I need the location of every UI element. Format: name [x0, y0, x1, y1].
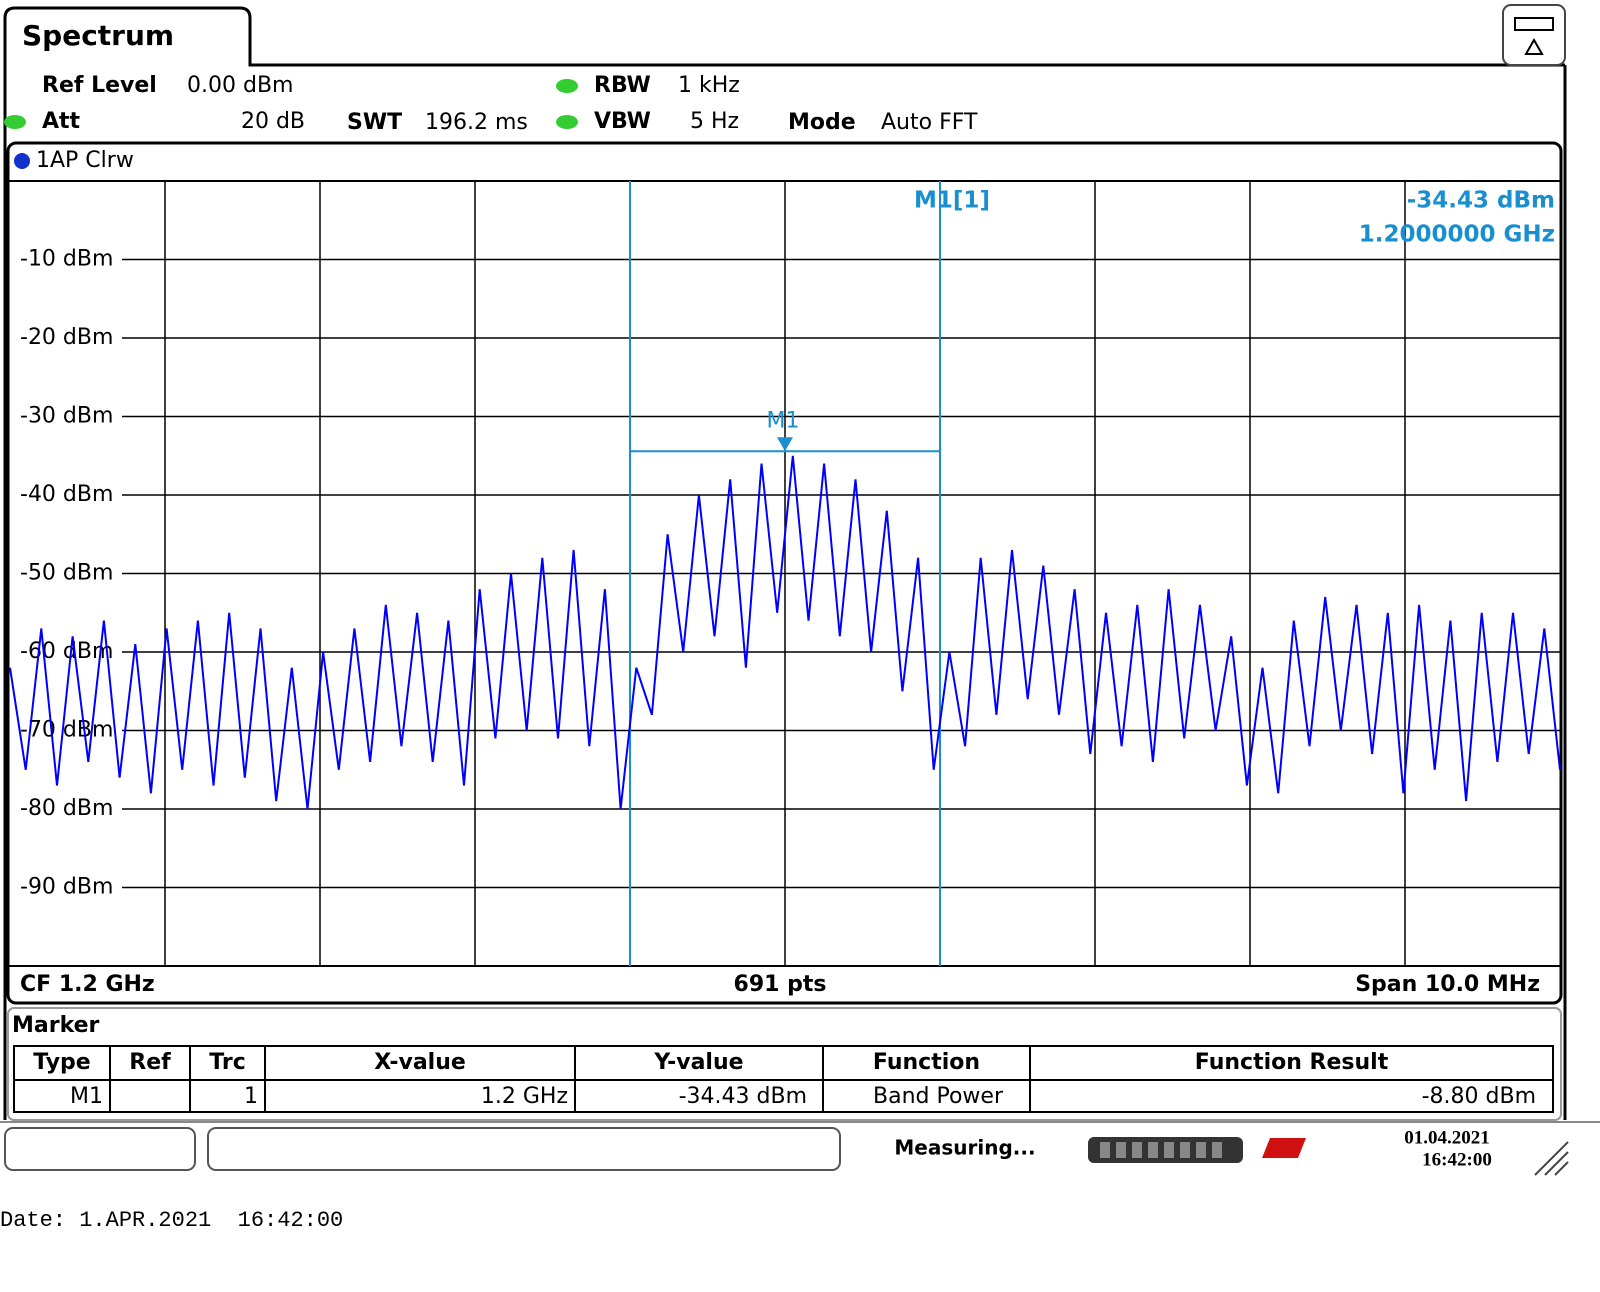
- cell: -34.43 dBm: [679, 1084, 807, 1109]
- column-header: Function Result: [1195, 1050, 1389, 1075]
- panel-title: Marker: [12, 1013, 100, 1038]
- marker-readout-value: -34.43 dBm: [1407, 188, 1555, 214]
- marker: [777, 437, 793, 452]
- input-box[interactable]: [207, 1127, 841, 1171]
- status-state: Measuring...: [894, 1136, 1035, 1160]
- lxi-logo: [1262, 1138, 1306, 1158]
- marker-panel: [7, 1007, 1562, 1121]
- y-tick-label: -50 dBm: [20, 561, 113, 586]
- setting-label: Mode: [788, 110, 856, 135]
- setting-value: 5 Hz: [690, 109, 739, 134]
- y-tick-label: -80 dBm: [20, 796, 113, 821]
- print-footer: Date: 1.APR.2021 16:42:00: [0, 1208, 343, 1233]
- trace-dot: [14, 153, 30, 169]
- column-header: Function: [873, 1050, 980, 1075]
- cell: Band Power: [873, 1084, 1004, 1109]
- icon-part: [1514, 17, 1554, 31]
- center-frequency: CF 1.2 GHz: [20, 972, 155, 997]
- cell: -8.80 dBm: [1422, 1084, 1536, 1109]
- setting-label: RBW: [594, 73, 651, 98]
- column-header: Ref: [129, 1050, 171, 1075]
- setting-value: 1 kHz: [678, 73, 740, 98]
- status-dot: [4, 115, 26, 129]
- marker-readout-label: M1[1]: [914, 188, 990, 214]
- cell: 1: [244, 1084, 258, 1109]
- resize-grip: [1534, 1141, 1569, 1176]
- y-tick-label: -60 dBm: [20, 639, 113, 664]
- progress-segments: [1100, 1142, 1222, 1158]
- marker-table: Type Ref Trc X-value Y-value Function Function…: [13, 1045, 1554, 1113]
- trace-label: 1AP Clrw: [36, 148, 134, 173]
- softkey[interactable]: [4, 1127, 196, 1171]
- mode-icon[interactable]: [1502, 4, 1566, 66]
- setting-value: 0.00 dBm: [187, 73, 293, 98]
- y-tick-label: -70 dBm: [20, 718, 113, 743]
- status-dot: [556, 115, 578, 129]
- y-tick-label: -30 dBm: [20, 404, 113, 429]
- column-header: X-value: [374, 1050, 466, 1075]
- y-tick-label: -40 dBm: [20, 482, 113, 507]
- marker-label: M1: [767, 408, 800, 433]
- column-header: Y-value: [653, 1050, 743, 1075]
- setting-value: 196.2 ms: [425, 110, 528, 135]
- setting-label: VBW: [594, 109, 651, 134]
- setting-label: SWT: [347, 110, 402, 135]
- tab-title[interactable]: Spectrum: [22, 19, 174, 52]
- tab-frame: [3, 6, 1565, 67]
- status-date: 01.04.2021: [1404, 1127, 1490, 1148]
- y-tick-label: -90 dBm: [20, 875, 113, 900]
- setting-value: Auto FFT: [881, 110, 978, 135]
- plot: -10 dBm -20 dBm -30 dBm -40 dBm -50 dBm -60 d…: [9, 181, 1561, 966]
- setting-value: 20 dB: [241, 109, 305, 134]
- icon-part: [1524, 37, 1544, 55]
- setting-label: Ref Level: [42, 73, 157, 98]
- trace: [9, 455, 1561, 810]
- column-header: Type: [33, 1050, 90, 1075]
- status-time: 16:42:00: [1422, 1149, 1492, 1170]
- cell: 1.2 GHz: [481, 1084, 568, 1109]
- setting-label: Att: [42, 109, 81, 134]
- marker-readout-frequency: 1.2000000 GHz: [1359, 222, 1555, 248]
- span: Span 10.0 MHz: [1355, 972, 1540, 997]
- y-tick-label: -20 dBm: [20, 325, 113, 350]
- points: 691 pts: [734, 972, 827, 997]
- y-tick-label: -10 dBm: [20, 247, 113, 272]
- status-dot: [556, 79, 578, 93]
- column-header: Trc: [209, 1050, 245, 1075]
- cell: M1: [70, 1084, 103, 1109]
